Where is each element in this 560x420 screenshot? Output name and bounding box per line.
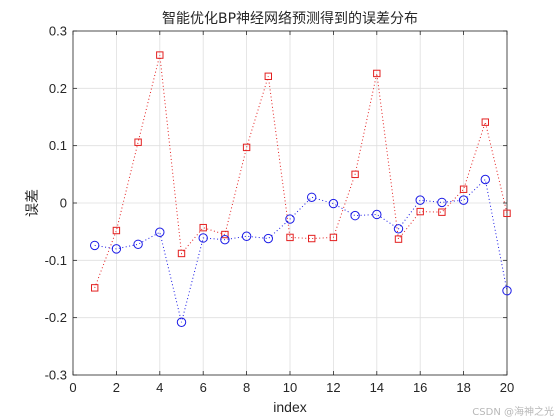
x-tick-label: 10	[283, 380, 297, 395]
data-point-square	[416, 207, 424, 216]
data-point-circle	[307, 192, 317, 202]
data-point-circle	[220, 234, 230, 245]
data-point-square	[91, 284, 99, 292]
series-group	[90, 51, 512, 327]
data-point-square	[199, 223, 207, 232]
data-point-square	[459, 185, 468, 193]
x-tick-label: 8	[243, 380, 250, 395]
data-point-circle	[155, 227, 165, 237]
data-point-square	[177, 249, 186, 258]
data-point-square	[286, 233, 294, 242]
data-point-circle	[176, 317, 187, 327]
x-axis-label: index	[273, 399, 306, 415]
data-point-square	[308, 234, 316, 243]
series-2	[90, 174, 512, 327]
data-point-square	[351, 170, 359, 179]
data-point-square	[242, 143, 251, 152]
y-tick-label: 0.2	[49, 81, 67, 96]
x-tick-label: 18	[456, 380, 470, 395]
data-point-square	[394, 235, 403, 243]
data-point-circle	[502, 286, 512, 296]
data-point-circle	[285, 214, 295, 224]
data-point-circle	[328, 198, 339, 209]
data-point-square	[112, 226, 121, 235]
axis-ticks: 0 2 4 6 8 10 12 14 16 18 20 -0.3 -0.2 -0.1 0 0.1 0.2 0.3	[45, 24, 515, 396]
x-tick-label: 14	[370, 380, 384, 395]
y-tick-label: 0.1	[49, 138, 67, 153]
x-tick-label: 4	[156, 380, 163, 395]
data-point-circle	[90, 240, 100, 251]
data-point-circle	[241, 231, 252, 241]
x-tick-label: 0	[69, 380, 76, 395]
y-tick-label: -0.3	[45, 368, 67, 383]
data-point-square	[329, 233, 338, 242]
series-line	[94, 178, 508, 323]
data-point-square	[373, 69, 381, 78]
data-point-circle	[350, 210, 360, 221]
data-point-circle	[393, 224, 404, 234]
data-point-square	[481, 118, 490, 126]
y-axis-label: 误差	[24, 189, 40, 217]
data-point-circle	[263, 233, 273, 244]
x-tick-label: 2	[113, 380, 120, 395]
data-point-square	[221, 230, 229, 239]
y-tick-label: -0.1	[45, 253, 67, 268]
x-tick-label: 12	[326, 380, 340, 395]
gridlines	[72, 30, 508, 376]
y-tick-label: -0.2	[45, 310, 67, 325]
watermark-text: CSDN @海神之光	[472, 407, 554, 418]
data-point-square	[134, 138, 142, 146]
data-point-circle	[133, 239, 143, 249]
data-point-square	[156, 51, 164, 59]
chart-title: 智能优化BP神经网络预测得到的误差分布	[162, 10, 418, 27]
series-line	[94, 54, 508, 289]
data-point-circle	[458, 195, 469, 205]
data-point-circle	[480, 174, 490, 185]
series-1	[91, 51, 511, 292]
x-tick-label: 6	[200, 380, 207, 395]
data-point-square	[264, 72, 273, 80]
data-point-square	[438, 208, 446, 216]
data-point-circle	[198, 233, 208, 243]
data-point-circle	[111, 244, 122, 254]
y-tick-label: 0	[60, 196, 67, 211]
data-point-circle	[437, 197, 447, 208]
x-tick-label: 16	[413, 380, 427, 395]
data-point-circle	[372, 209, 382, 220]
data-point-square	[503, 209, 511, 218]
y-tick-label: 0.3	[49, 24, 67, 39]
x-tick-label: 20	[500, 380, 514, 395]
data-point-circle	[415, 195, 425, 205]
